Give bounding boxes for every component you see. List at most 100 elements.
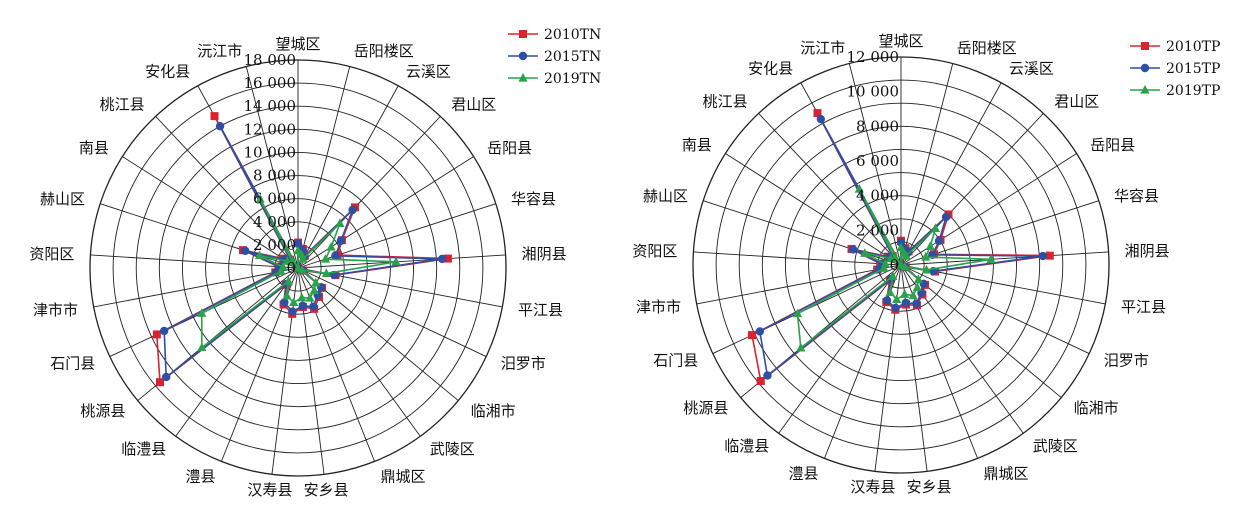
data-point-2019TP-桃江县	[890, 253, 900, 263]
grid-spoke	[297, 156, 474, 269]
data-point-2015TN-安化县	[215, 122, 225, 131]
legend-marker-2015TN	[518, 51, 528, 61]
grid-spoke	[297, 254, 506, 269]
radial-ticks: 0 2 000 4 000 6 000 8 000 10 000 12 000	[847, 48, 900, 274]
category-label-汉寿县: 汉寿县	[850, 478, 895, 496]
data-point-2010TP-湘阴县	[1045, 251, 1054, 260]
category-label-石门县: 石门县	[50, 354, 95, 372]
category-label-云溪区: 云溪区	[1009, 60, 1054, 78]
data-point-2010TN-石门县	[152, 330, 161, 339]
category-label-汨罗市: 汨罗市	[501, 354, 546, 372]
radial-tick-label: 6 000	[253, 190, 296, 208]
grid-spoke	[693, 251, 902, 266]
data-point-2015TN-桃源县	[162, 372, 171, 382]
data-point-2015TP-湘阴县	[1038, 251, 1048, 261]
data-point-2010TN-桃源县	[155, 378, 164, 387]
category-labels: 望城区 岳阳楼区云溪区君山区岳阳县华容县湘阴县平江县汨罗市临湘市武陵区鼎城区安乡县…	[29, 35, 566, 499]
category-label-岳阳县: 岳阳县	[487, 139, 532, 157]
data-point-2019TN-澧县	[282, 290, 292, 300]
data-point-2019TN-安乡县	[297, 292, 307, 302]
category-labels: 望城区 岳阳楼区云溪区君山区岳阳县华容县湘阴县平江县汨罗市临湘市武陵区鼎城区安乡县…	[632, 32, 1169, 496]
data-point-2019TN-桃源县	[197, 342, 207, 352]
category-label-资阳区: 资阳区	[632, 242, 677, 260]
category-label-桃源县: 桃源县	[683, 399, 728, 417]
radial-tick-label: 10 000	[244, 143, 297, 161]
data-point-2015TP-石门县	[755, 327, 765, 336]
data-point-2015TN-安乡县	[298, 301, 307, 311]
data-point-2015TP-君山区	[941, 212, 951, 222]
category-label-安乡县: 安乡县	[907, 478, 952, 496]
grid-spoke	[900, 63, 954, 266]
data-point-2019TP-澧县	[885, 287, 895, 296]
data-point-2015TP-桃源县	[763, 371, 772, 380]
category-label-鼎城区: 鼎城区	[381, 467, 426, 485]
data-point-2019TP-安化县	[854, 184, 864, 193]
radial-tick-label: 2 000	[253, 236, 296, 254]
category-label-岳阳楼区: 岳阳楼区	[354, 42, 414, 60]
radial-tick-label: 0	[889, 256, 899, 274]
grid-spoke	[90, 254, 299, 269]
category-label-临澧县: 临澧县	[121, 440, 166, 458]
radial-tick-label: 4 000	[253, 213, 296, 231]
data-point-2015TP-安化县	[816, 114, 826, 124]
series-2019TN	[197, 194, 401, 352]
legend-label-2015TN: 2015TN	[544, 49, 601, 65]
category-label-湘阴县: 湘阴县	[522, 245, 567, 263]
data-point-2019TN-资阳区	[278, 262, 288, 271]
data-point-2015TP-岳阳县	[934, 236, 944, 246]
grid-spoke	[848, 63, 902, 266]
radial-tick-label: 12 000	[847, 48, 900, 66]
radial-tick-label: 4 000	[856, 187, 899, 205]
data-point-2019TP-华容县	[921, 251, 931, 261]
grid-spoke	[122, 156, 299, 269]
category-label-桃源县: 桃源县	[80, 402, 125, 420]
data-point-2019TN-岳阳县	[326, 241, 336, 251]
radial-tick-label: 8 000	[856, 117, 899, 135]
category-label-岳阳楼区: 岳阳楼区	[957, 39, 1017, 57]
category-label-沅江市: 沅江市	[197, 42, 242, 60]
data-point-2019TP-临湘市	[913, 274, 923, 283]
data-point-2019TN-华容县	[320, 254, 331, 263]
series-2019TP	[792, 184, 996, 352]
data-point-2019TP-汉寿县	[892, 294, 902, 303]
grid-spoke	[900, 264, 1090, 354]
data-point-2015TN-鼎城区	[309, 302, 318, 311]
category-label-武陵区: 武陵区	[430, 440, 475, 458]
category-label-汉寿县: 汉寿县	[247, 481, 292, 499]
grid-spoke	[297, 66, 351, 269]
data-point-2019TP-君山区	[930, 223, 941, 232]
data-point-2015TN-君山区	[348, 205, 357, 215]
data-point-2015TP-鼎城区	[912, 299, 921, 308]
legend-marker-2019TN	[518, 73, 528, 82]
category-label-望城区: 望城区	[878, 32, 923, 50]
category-label-华容县: 华容县	[511, 190, 556, 208]
radial-tick-label: 16 000	[244, 74, 297, 92]
category-label-赫山区: 赫山区	[40, 190, 85, 208]
radial-tick-label: 12 000	[244, 120, 297, 138]
data-point-2019TN-临湘市	[311, 277, 321, 287]
data-point-2019TP-云溪区	[901, 250, 911, 260]
category-label-湘阴县: 湘阴县	[1125, 242, 1170, 260]
category-label-君山区: 君山区	[451, 96, 496, 114]
data-point-2010TN-安化县	[210, 112, 219, 121]
data-point-2015TP-赫山区	[848, 245, 858, 254]
data-point-2015TN-石门县	[159, 326, 169, 336]
data-point-2019TP-赫山区	[860, 248, 870, 257]
category-label-平江县: 平江县	[518, 301, 563, 319]
data-point-2019TN-平江县	[321, 268, 331, 278]
data-point-2019TP-临澧县	[888, 271, 898, 280]
data-point-2019TN-云溪区	[298, 253, 308, 263]
data-point-2019TN-石门县	[197, 308, 207, 317]
series-2015TN	[159, 122, 447, 382]
data-point-2015TN-汉寿县	[288, 307, 297, 316]
data-point-2019TP-武陵区	[912, 282, 922, 292]
category-label-君山区: 君山区	[1054, 93, 1099, 111]
grid-spoke	[758, 113, 902, 266]
radial-tick-label: 6 000	[856, 152, 899, 170]
legend: 2010TP 2015TP 2019TP	[1130, 39, 1220, 99]
radial-tick-label: 0	[286, 259, 296, 277]
data-point-2015TP-澧县	[882, 296, 892, 305]
category-label-鼎城区: 鼎城区	[984, 464, 1029, 482]
